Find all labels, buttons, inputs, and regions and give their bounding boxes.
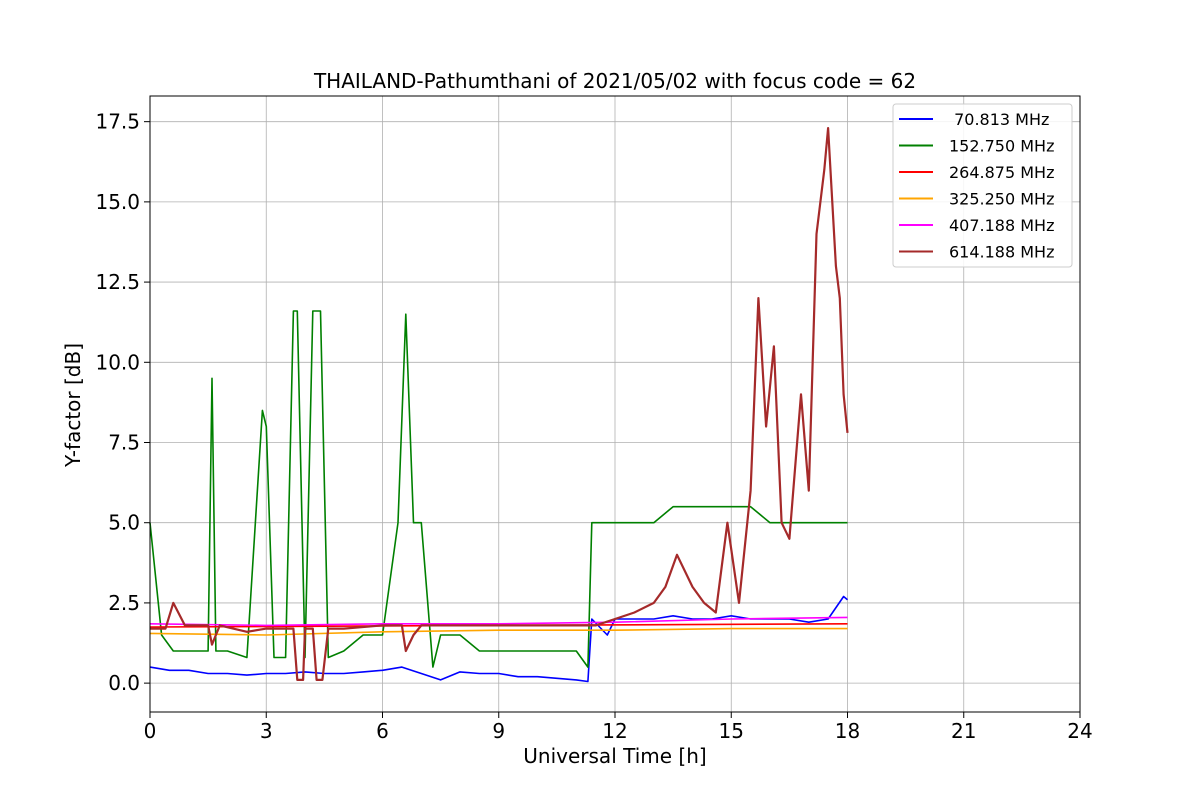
y-axis-label: Y-factor [dB] [61,343,85,468]
y-tick-label: 7.5 [108,431,140,455]
x-tick-label: 0 [144,719,157,743]
series-line-5 [149,616,848,627]
y-tick-label: 2.5 [108,591,140,615]
legend-entry-label: 152.750 MHz [949,137,1054,156]
y-tick-label: 17.5 [95,110,140,134]
legend-entry-label: 614.188 MHz [949,243,1054,262]
series-line-2 [149,310,848,668]
x-tick-label: 15 [719,719,744,743]
legend-entry-label: 407.188 MHz [949,216,1054,235]
x-tick-label: 21 [951,719,976,743]
y-tick-label: 10.0 [95,350,140,374]
x-tick-label: 6 [376,719,389,743]
legend-entry-label: 325.250 MHz [949,190,1054,209]
chart-title: THAILAND-Pathumthani of 2021/05/02 with … [313,69,916,93]
y-tick-label: 12.5 [95,270,140,294]
x-tick-label: 24 [1067,719,1092,743]
legend: 70.813 MHz 152.750 MHz 264.875 MHz 325.250 … [892,103,1073,268]
x-axis-label: Universal Time [h] [523,744,706,768]
series-line-1 [149,595,849,683]
x-tick-label: 9 [492,719,505,743]
legend-box [892,103,1073,268]
y-tick-label: 5.0 [108,511,140,535]
series-line-4 [149,627,848,636]
series-group [149,127,849,683]
series-line-6 [150,127,849,682]
y-tick-label: 0.0 [108,671,140,695]
y-tick-label: 15.0 [95,190,140,214]
x-tick-label: 3 [260,719,273,743]
x-tick-label: 18 [835,719,860,743]
legend-entry-label: 264.875 MHz [949,163,1054,182]
x-tick-label: 12 [602,719,627,743]
legend-entry-label: 70.813 MHz [949,110,1049,129]
tick-group: 0 3 6 9 12 15 18 21 24 0.0 2.5 5.0 7.5 10.0 12.5 15.0 17… [95,110,1092,743]
